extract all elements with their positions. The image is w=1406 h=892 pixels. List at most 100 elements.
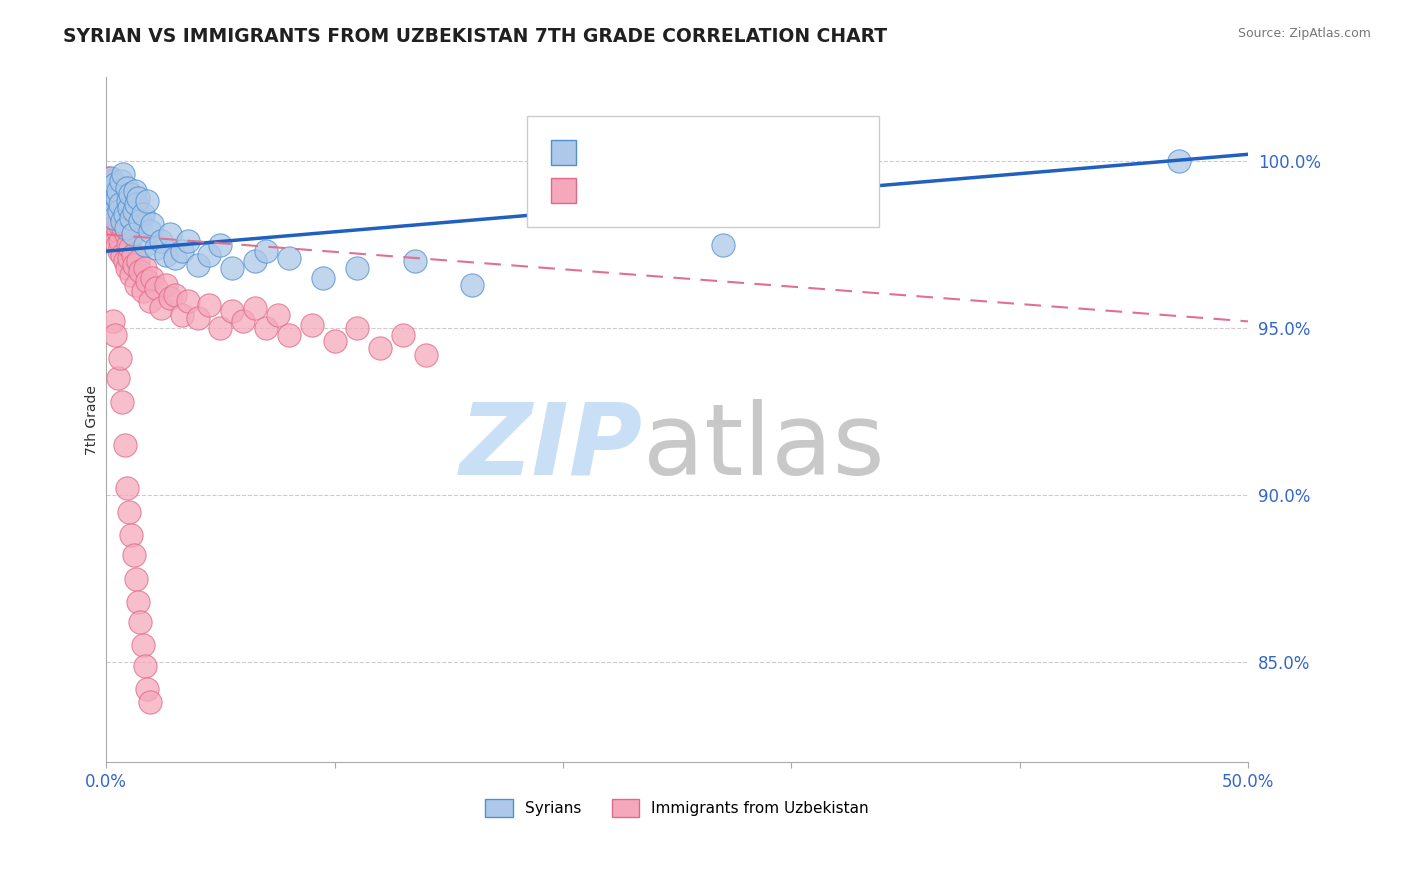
Point xyxy=(132,207,155,221)
Point xyxy=(368,341,391,355)
Point xyxy=(98,178,121,192)
Point xyxy=(323,334,346,349)
Point xyxy=(97,180,120,194)
Point xyxy=(120,187,142,202)
Point xyxy=(108,234,131,248)
Point xyxy=(392,327,415,342)
Point xyxy=(150,301,173,315)
Point xyxy=(115,482,138,496)
Point xyxy=(209,321,232,335)
Point xyxy=(108,197,131,211)
Point xyxy=(120,211,142,225)
Point xyxy=(198,298,221,312)
Point xyxy=(711,237,734,252)
Point xyxy=(121,227,143,242)
Point xyxy=(110,207,132,221)
Point xyxy=(101,201,124,215)
Point xyxy=(114,227,136,242)
Point xyxy=(122,548,145,562)
Point xyxy=(221,304,243,318)
Point xyxy=(101,314,124,328)
Point xyxy=(107,204,129,219)
Point xyxy=(170,308,193,322)
Point xyxy=(115,180,138,194)
Point xyxy=(460,277,482,292)
Point xyxy=(138,695,160,709)
Point xyxy=(127,254,149,268)
Point xyxy=(125,277,148,292)
Point xyxy=(243,254,266,268)
Point xyxy=(122,204,145,219)
Point xyxy=(127,191,149,205)
Point xyxy=(115,260,138,275)
Point xyxy=(103,191,125,205)
Point xyxy=(100,214,122,228)
Point xyxy=(105,191,128,205)
Point xyxy=(97,194,120,208)
Point xyxy=(108,351,131,365)
Point xyxy=(114,220,136,235)
Point xyxy=(254,244,277,259)
Point xyxy=(266,308,288,322)
Point xyxy=(209,237,232,252)
Point xyxy=(98,194,121,208)
Point xyxy=(107,244,129,259)
Point xyxy=(101,187,124,202)
Text: Source: ZipAtlas.com: Source: ZipAtlas.com xyxy=(1237,27,1371,40)
Point xyxy=(104,218,127,232)
Point xyxy=(120,528,142,542)
Point xyxy=(1168,153,1191,168)
Point xyxy=(112,167,135,181)
Point xyxy=(136,194,159,208)
Point xyxy=(114,207,136,221)
Point xyxy=(145,281,167,295)
Point xyxy=(134,237,156,252)
Point xyxy=(114,254,136,268)
Point xyxy=(107,371,129,385)
Point xyxy=(134,260,156,275)
Text: ZIP: ZIP xyxy=(460,399,643,496)
Text: R =  0.236   N = 52: R = 0.236 N = 52 xyxy=(588,141,778,159)
Point xyxy=(187,311,209,326)
Point xyxy=(404,254,426,268)
Point xyxy=(107,197,129,211)
Text: atlas: atlas xyxy=(643,399,884,496)
Point xyxy=(108,218,131,232)
Point xyxy=(104,178,127,192)
Point xyxy=(163,251,186,265)
Point xyxy=(177,234,200,248)
Point xyxy=(125,197,148,211)
Point xyxy=(129,264,152,278)
Point xyxy=(120,241,142,255)
Point xyxy=(138,224,160,238)
Point xyxy=(121,247,143,261)
Point xyxy=(277,251,299,265)
Text: R = -0.021   N = 82: R = -0.021 N = 82 xyxy=(588,180,778,198)
Point xyxy=(243,301,266,315)
Legend: Syrians, Immigrants from Uzbekistan: Syrians, Immigrants from Uzbekistan xyxy=(479,792,875,823)
Point xyxy=(346,260,368,275)
Point xyxy=(114,438,136,452)
Point xyxy=(221,260,243,275)
Point xyxy=(105,211,128,225)
Point xyxy=(111,214,134,228)
Point xyxy=(132,639,155,653)
Point xyxy=(101,207,124,221)
Point xyxy=(118,201,141,215)
Point xyxy=(125,572,148,586)
Point xyxy=(107,224,129,238)
Point xyxy=(103,211,125,225)
Point xyxy=(155,247,177,261)
Point xyxy=(155,277,177,292)
Point xyxy=(129,214,152,228)
Point xyxy=(134,658,156,673)
Point xyxy=(104,201,127,215)
Point xyxy=(177,294,200,309)
Point xyxy=(111,247,134,261)
Point xyxy=(97,170,120,185)
Point xyxy=(232,314,254,328)
Point xyxy=(117,194,139,208)
Point xyxy=(107,184,129,198)
Point xyxy=(312,271,335,285)
Point xyxy=(101,197,124,211)
